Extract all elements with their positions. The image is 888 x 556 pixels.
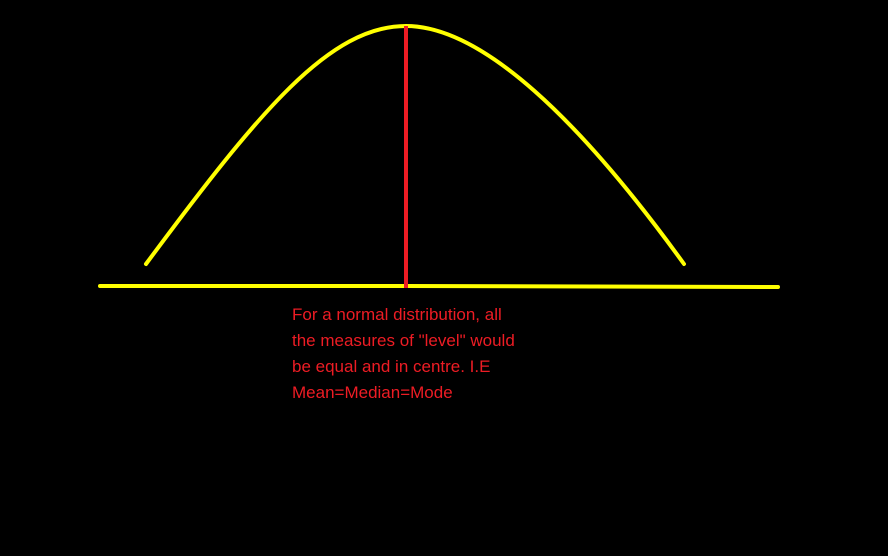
annotation-line-1: For a normal distribution, all (292, 305, 502, 324)
annotation-line-2: the measures of "level" would (292, 331, 515, 350)
annotation-line-4: Mean=Median=Mode (292, 383, 453, 402)
normal-distribution-curve (144, 23, 686, 266)
annotation-line-3: be equal and in centre. I.E (292, 357, 491, 376)
annotation-text: For a normal distribution, all the measu… (292, 302, 592, 406)
horizontal-axis-right (404, 284, 780, 289)
